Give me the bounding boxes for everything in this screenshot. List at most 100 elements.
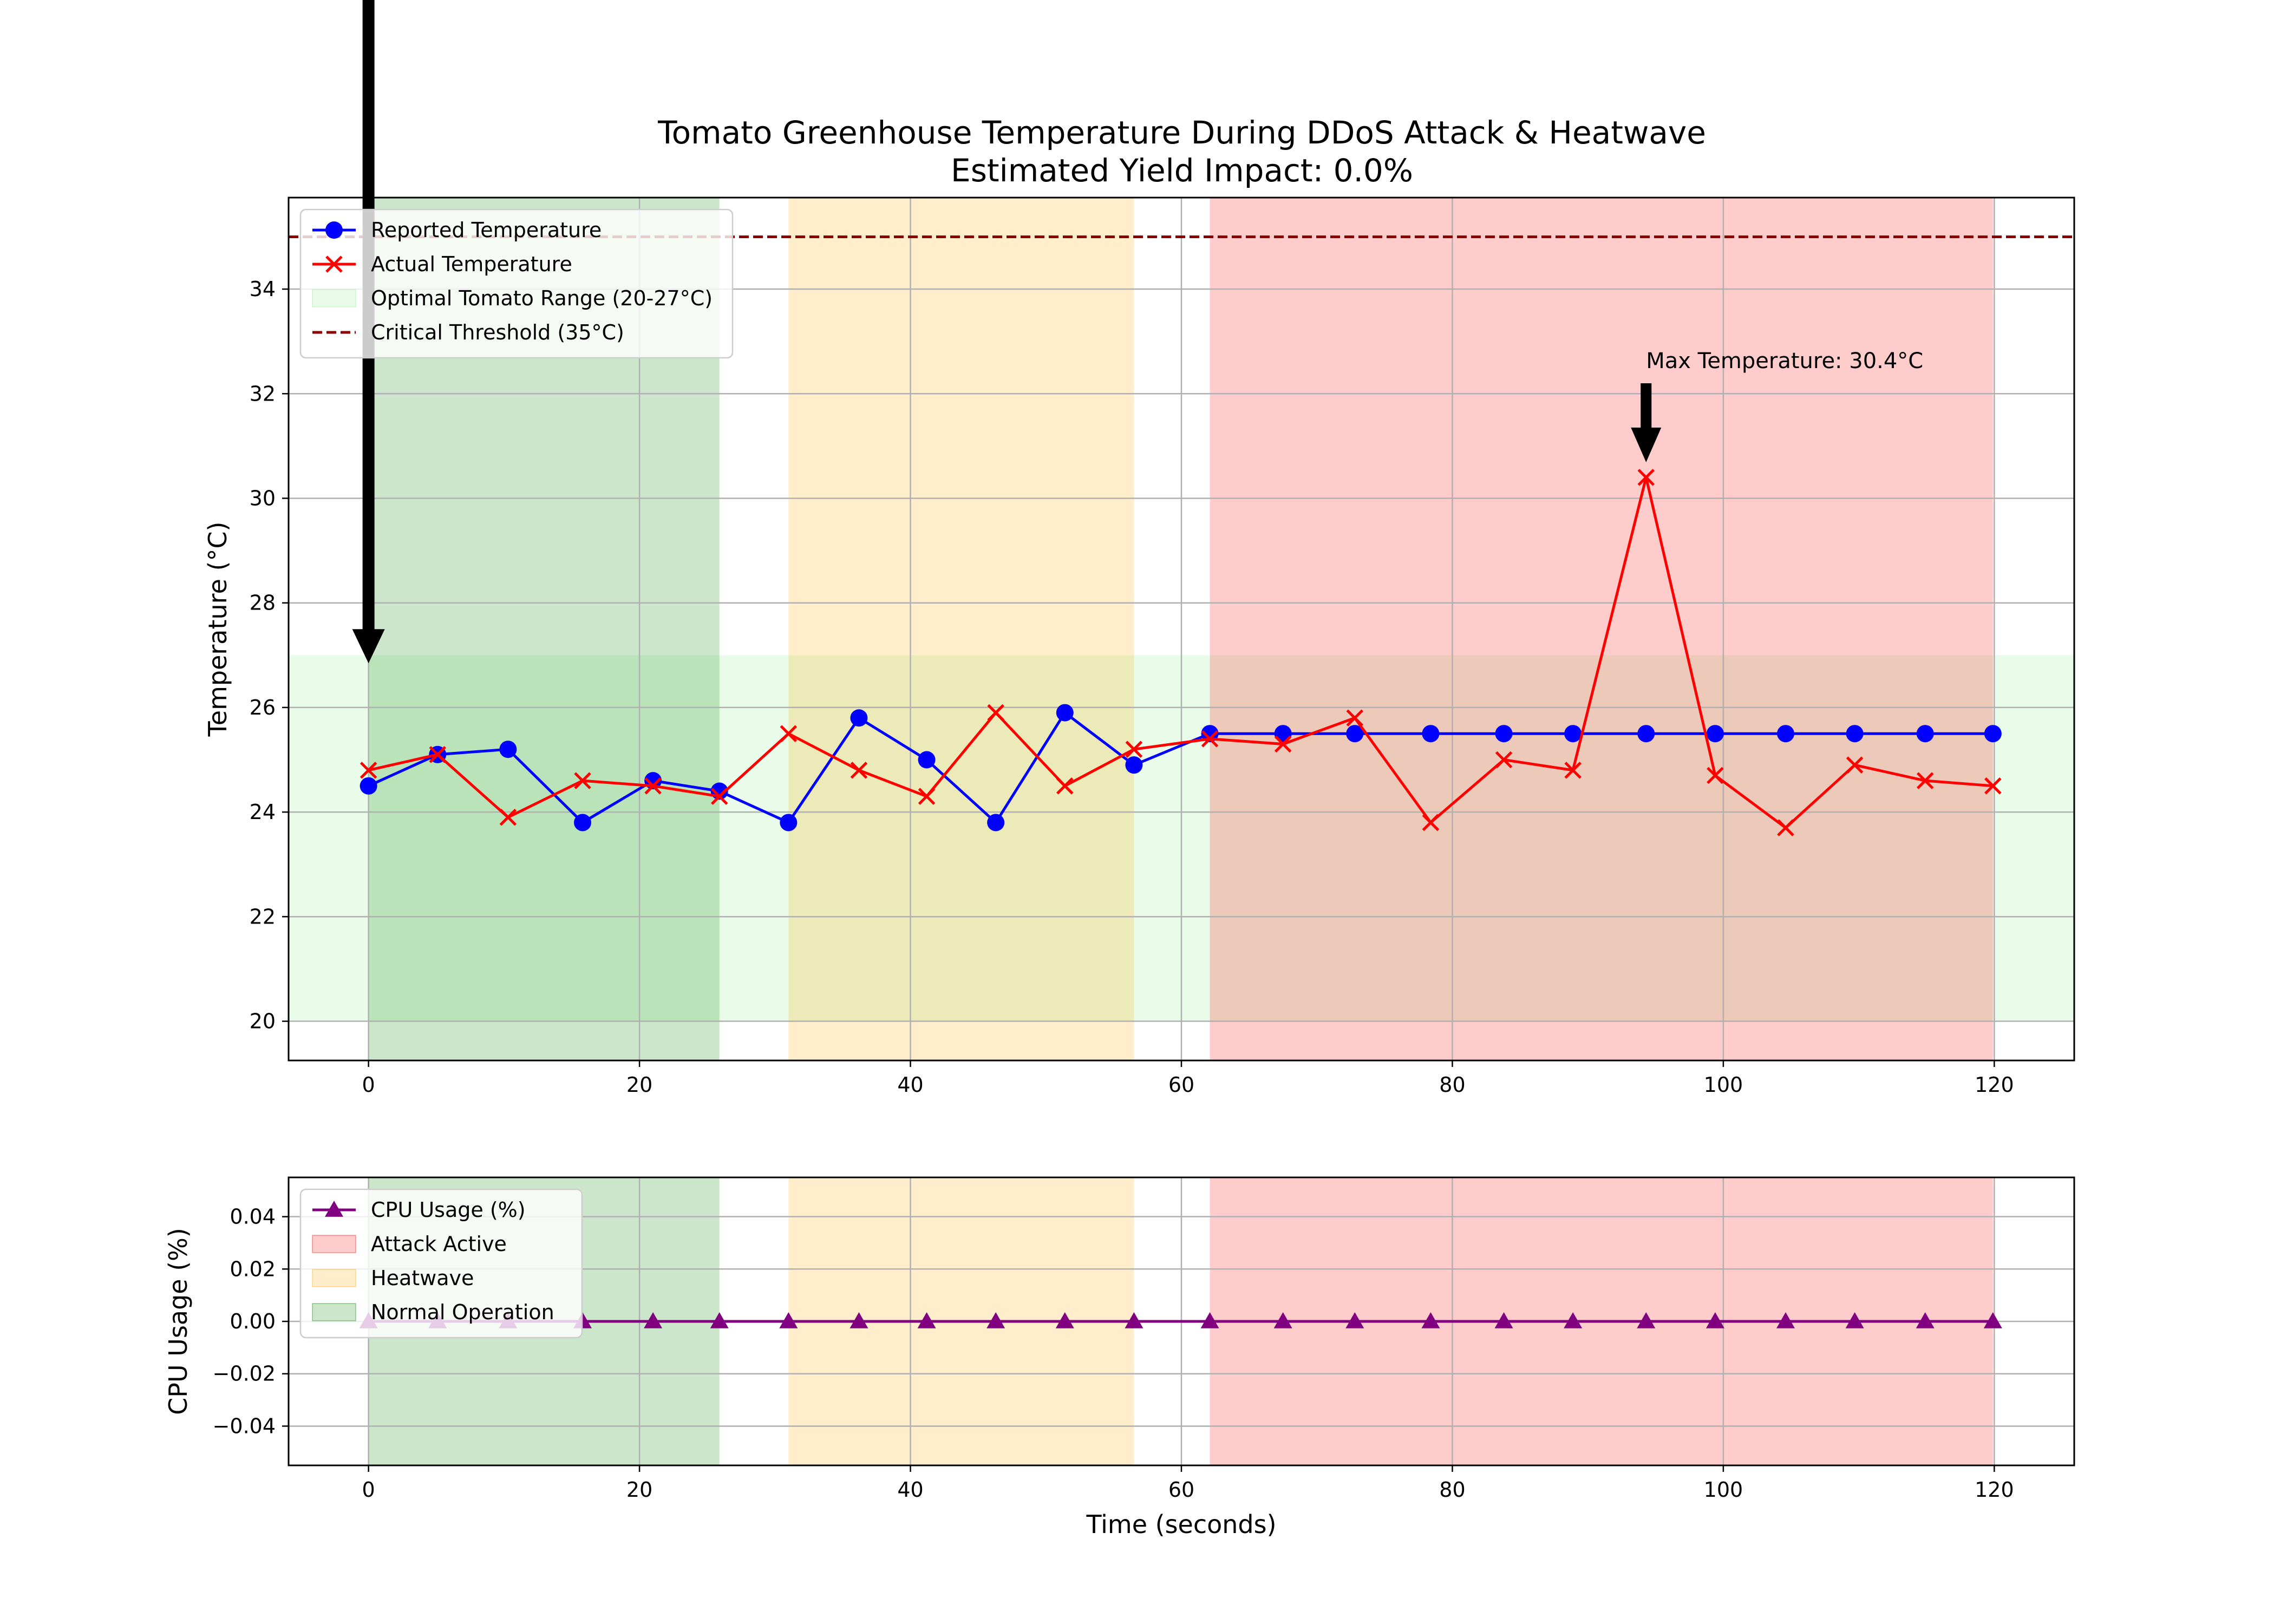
- data-point-actual-temperature: [429, 746, 447, 763]
- data-point-reported-temperature: [1846, 725, 1864, 743]
- legend-box: [299, 1188, 583, 1339]
- data-point-actual-temperature: [644, 777, 662, 795]
- data-point-reported-temperature: [918, 751, 936, 769]
- y-tick-label: 32: [250, 382, 276, 405]
- data-point-reported-temperature: [1916, 725, 1934, 743]
- y-tick-label: 20: [250, 1010, 276, 1033]
- data-point-reported-temperature: [360, 777, 377, 795]
- data-point-actual-temperature: [1346, 709, 1364, 726]
- y-tick-label: 28: [250, 591, 276, 615]
- legend-label: Critical Threshold (35°C): [371, 320, 624, 344]
- data-point-actual-temperature: [1707, 767, 1724, 784]
- data-point-actual-temperature: [360, 762, 377, 779]
- data-point-cpu-usage: [1637, 1312, 1656, 1328]
- data-point-actual-temperature: [1056, 777, 1074, 795]
- x-tick-label: 0: [362, 1478, 375, 1502]
- data-point-cpu-usage: [1494, 1312, 1513, 1328]
- data-point-actual-temperature: [1495, 751, 1513, 769]
- data-point-cpu-usage: [779, 1312, 798, 1328]
- data-point-reported-temperature: [1125, 756, 1143, 774]
- y-axis-label: Temperature (°C): [203, 521, 232, 737]
- legend-label: Heatwave: [371, 1266, 474, 1290]
- data-point-reported-temperature: [499, 741, 517, 758]
- legend-box: [299, 208, 734, 359]
- x-tick-label: 80: [1439, 1073, 1465, 1097]
- data-point-reported-temperature: [1637, 725, 1655, 743]
- cpu-usage-panel: 0 20 40 60 80 100 120 0.04 0.02 0.00 −0.02 −0.04 CPU…: [164, 1176, 2075, 1539]
- legend: Reported Temperature Actual Temperature Op…: [299, 208, 734, 359]
- data-point-actual-temperature: [1564, 762, 1582, 779]
- x-tick-label: 20: [626, 1478, 652, 1502]
- legend-swatch-patch: [312, 289, 356, 307]
- data-point-cpu-usage: [850, 1312, 868, 1328]
- data-point-cpu-usage: [1345, 1312, 1364, 1328]
- data-point-actual-temperature: [1274, 735, 1292, 753]
- data-point-actual-temperature: [710, 788, 728, 805]
- data-point-cpu-usage: [1125, 1312, 1143, 1328]
- data-point-cpu-usage: [1845, 1312, 1864, 1328]
- data-point-cpu-usage: [1200, 1312, 1219, 1328]
- data-point-reported-temperature: [1056, 704, 1074, 722]
- data-point-cpu-usage: [986, 1312, 1005, 1328]
- y-tick-label: 34: [250, 277, 276, 301]
- x-tick-label: 100: [1704, 1478, 1743, 1502]
- data-point-actual-temperature: [574, 772, 591, 789]
- data-point-actual-temperature: [987, 704, 1004, 722]
- data-point-actual-temperature: [918, 788, 936, 805]
- chart-title: Tomato Greenhouse Temperature During DDo…: [657, 114, 1706, 151]
- legend: CPU Usage (%) Attack Active Heatwave Normal…: [299, 1188, 583, 1339]
- data-point-cpu-usage: [1421, 1312, 1440, 1328]
- y-tick-label: 0.04: [230, 1205, 276, 1229]
- annotation-arrowhead-max: [1631, 427, 1662, 462]
- y-tick-label: 0.02: [230, 1257, 276, 1281]
- band-heatwave: [788, 198, 1134, 1060]
- legend-swatch-patch: [312, 1235, 356, 1253]
- legend-label: Normal Operation: [371, 1300, 554, 1324]
- y-tick-label: 0.00: [230, 1309, 276, 1333]
- data-point-actual-temperature: [780, 725, 798, 742]
- legend-label: CPU Usage (%): [371, 1198, 526, 1222]
- y-axis-label: CPU Usage (%): [164, 1228, 193, 1415]
- data-point-actual-temperature: [1984, 777, 2002, 795]
- data-point-reported-temperature: [850, 709, 868, 727]
- data-point-reported-temperature: [1346, 725, 1364, 743]
- data-point-reported-temperature: [780, 814, 798, 831]
- legend-swatch-patch: [312, 1303, 356, 1321]
- data-point-reported-temperature: [987, 814, 1005, 831]
- data-point-cpu-usage: [1273, 1312, 1292, 1328]
- data-point-reported-temperature: [1422, 725, 1440, 743]
- x-tick-label: 0: [362, 1073, 375, 1097]
- x-tick-label: 80: [1439, 1478, 1465, 1502]
- x-tick-label: 60: [1168, 1478, 1194, 1502]
- plot-area: [289, 198, 2074, 1060]
- temperature-panel: 0 20 40 60 80 100 120 20 22 24 26 28 30 32 34 Temperatu…: [203, 0, 2075, 1097]
- data-point-actual-temperature: [1201, 730, 1219, 748]
- chart-subtitle: Estimated Yield Impact: 0.0%: [951, 152, 1413, 189]
- x-tick-label: 40: [897, 1478, 923, 1502]
- data-point-cpu-usage: [710, 1312, 729, 1328]
- x-tick-label: 40: [897, 1073, 923, 1097]
- x-axis-label: Time (seconds): [1086, 1510, 1276, 1539]
- series-line-reported-temperature: [368, 710, 1993, 825]
- y-tick-label: 22: [250, 905, 276, 928]
- legend-swatch-marker: [325, 256, 343, 273]
- legend-label: Reported Temperature: [371, 218, 602, 242]
- y-tick-label: 24: [250, 800, 276, 824]
- legend-label: Attack Active: [371, 1232, 507, 1256]
- data-point-actual-temperature: [1637, 469, 1655, 486]
- y-tick-label: 26: [250, 696, 276, 719]
- band-attack-active: [1210, 198, 1993, 1060]
- legend-swatch-marker: [325, 1201, 343, 1217]
- x-tick-label: 60: [1168, 1073, 1194, 1097]
- data-point-actual-temperature: [1125, 741, 1143, 758]
- data-point-cpu-usage: [1916, 1312, 1935, 1328]
- x-tick-label: 100: [1704, 1073, 1743, 1097]
- y-tick-label: −0.02: [213, 1362, 276, 1386]
- data-point-actual-temperature: [499, 809, 517, 826]
- legend-swatch-patch: [312, 1269, 356, 1287]
- data-point-cpu-usage: [917, 1312, 936, 1328]
- data-point-actual-temperature: [850, 762, 868, 779]
- x-tick-label: 120: [1975, 1478, 2014, 1502]
- x-tick-label: 120: [1975, 1073, 2014, 1097]
